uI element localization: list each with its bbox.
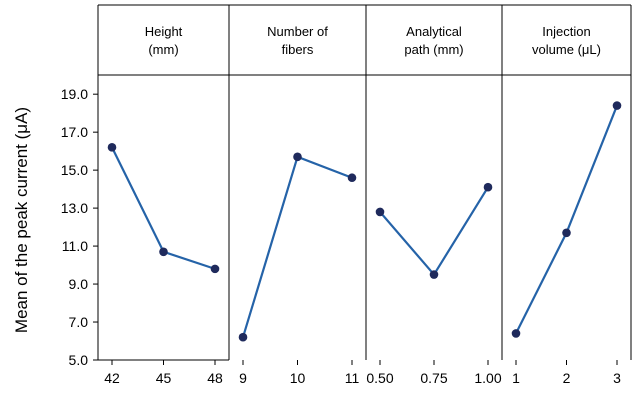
data-point [483,182,493,192]
y-tick-label: 17.0 [61,124,88,140]
data-point [159,247,168,257]
panel-header-label: path (mm) [404,42,463,57]
series-layer [107,101,622,342]
data-point [293,152,302,162]
data-point [107,143,117,152]
y-tick-label: 15.0 [61,162,88,178]
y-tick-label: 9.0 [69,276,89,292]
series-line [241,155,353,338]
panel-header-label: Analytical [406,24,462,39]
series-line [379,186,489,277]
data-point [612,101,622,110]
x-tick-label: 1 [512,370,520,386]
x-tick-label: 48 [207,370,223,386]
series-line [515,105,619,334]
data-point [375,207,385,217]
panel-header-label: (mm) [148,42,178,57]
y-axis: 5.0 7.0 9.0 11.0 13.0 15.0 17.0 19.0 [61,86,98,368]
x-tick-label: 0.75 [420,370,447,386]
x-tick-label: 1.00 [474,370,501,386]
chart-frame [97,4,632,361]
y-axis-label: Mean of the peak current (μA) [12,107,31,333]
x-tick-label: 0.50 [366,370,393,386]
y-tick-label: 13.0 [61,200,88,216]
panel-header-label: volume (μL) [532,42,601,57]
panel-header-label: fibers [282,42,314,57]
x-tick-label: 42 [104,370,120,386]
x-tick-label: 9 [239,370,247,386]
x-tick-label: 45 [156,370,172,386]
x-tick-label: 3 [613,370,621,386]
panel-header-label: Injection [542,24,590,39]
panel-header-label: Height [145,24,183,39]
y-tick-label: 11.0 [62,238,88,254]
y-tick-label: 7.0 [69,314,89,330]
data-point [562,228,571,238]
data-point [210,264,220,274]
x-tick-label: 2 [563,370,571,386]
y-tick-label: 5.0 [69,352,89,368]
data-point [238,332,248,342]
y-tick-label: 19.0 [61,86,88,102]
data-point [429,270,439,279]
data-point [347,173,357,183]
x-tick-label: 10 [290,370,306,386]
x-tick-label: 11 [345,370,360,386]
data-point [511,329,521,338]
x-axes: 42 45 48 9 10 11 0.50 0.75 1.00 1 2 3 [104,360,621,386]
panel-header-label: Number of [267,24,328,39]
panel-headers: Height (mm) Number of fibers Analytical path … [145,24,601,57]
